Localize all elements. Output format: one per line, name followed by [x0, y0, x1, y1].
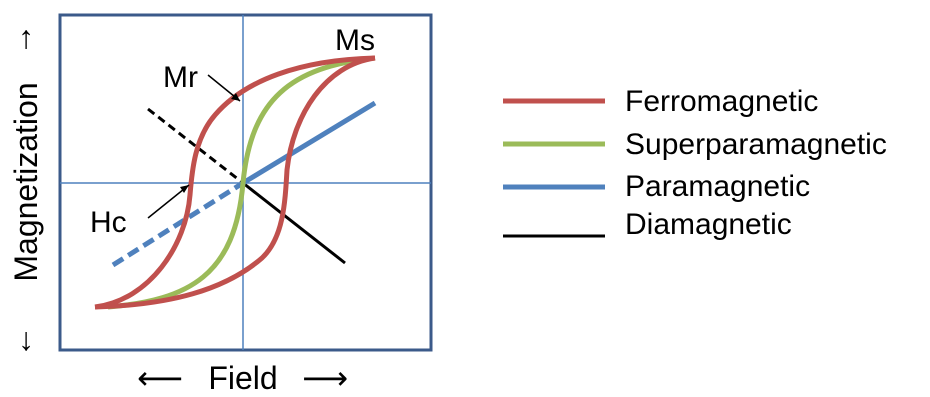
- x-axis-right-arrow-icon: ⟶: [302, 360, 348, 396]
- y-axis-down-arrow-icon: ↓: [18, 321, 34, 357]
- legend-item-ferromagnetic: Ferromagnetic: [503, 85, 818, 118]
- legend-label-superparamagnetic: Superparamagnetic: [625, 128, 887, 161]
- diamagnetic-curve-dashed: [147, 107, 244, 185]
- hc-label: Hc: [90, 206, 127, 239]
- x-axis-left-arrow-icon: ⟵: [137, 360, 183, 396]
- hc-pointer-line: [147, 184, 190, 219]
- legend-item-diamagnetic: Diamagnetic: [503, 208, 792, 241]
- y-axis-label: Magnetization: [8, 82, 44, 281]
- x-axis-label: Field: [208, 360, 277, 396]
- legend-label-diamagnetic: Diamagnetic: [625, 208, 792, 241]
- superparamagnetic-curve: [107, 55, 376, 310]
- paramagnetic-curve-solid: [241, 100, 377, 186]
- mr-label: Mr: [163, 61, 198, 94]
- legend-item-superparamagnetic: Superparamagnetic: [503, 128, 887, 161]
- legend: Ferromagnetic Superparamagnetic Paramagn…: [503, 85, 887, 241]
- hc-pointer-arrowhead: [180, 185, 189, 193]
- legend-label-paramagnetic: Paramagnetic: [625, 170, 810, 203]
- legend-item-paramagnetic: Paramagnetic: [503, 170, 810, 203]
- mr-pointer-arrowhead: [231, 93, 240, 101]
- ms-label: Ms: [335, 24, 375, 57]
- legend-label-ferromagnetic: Ferromagnetic: [625, 85, 818, 118]
- ferromagnetic-lower-branch: [94, 55, 376, 310]
- diamagnetic-curve-solid: [242, 181, 346, 265]
- ferromagnetic-upper-branch: [94, 55, 376, 310]
- y-axis-up-arrow-icon: ↑: [18, 19, 34, 55]
- paramagnetic-curve-dashed: [111, 180, 245, 268]
